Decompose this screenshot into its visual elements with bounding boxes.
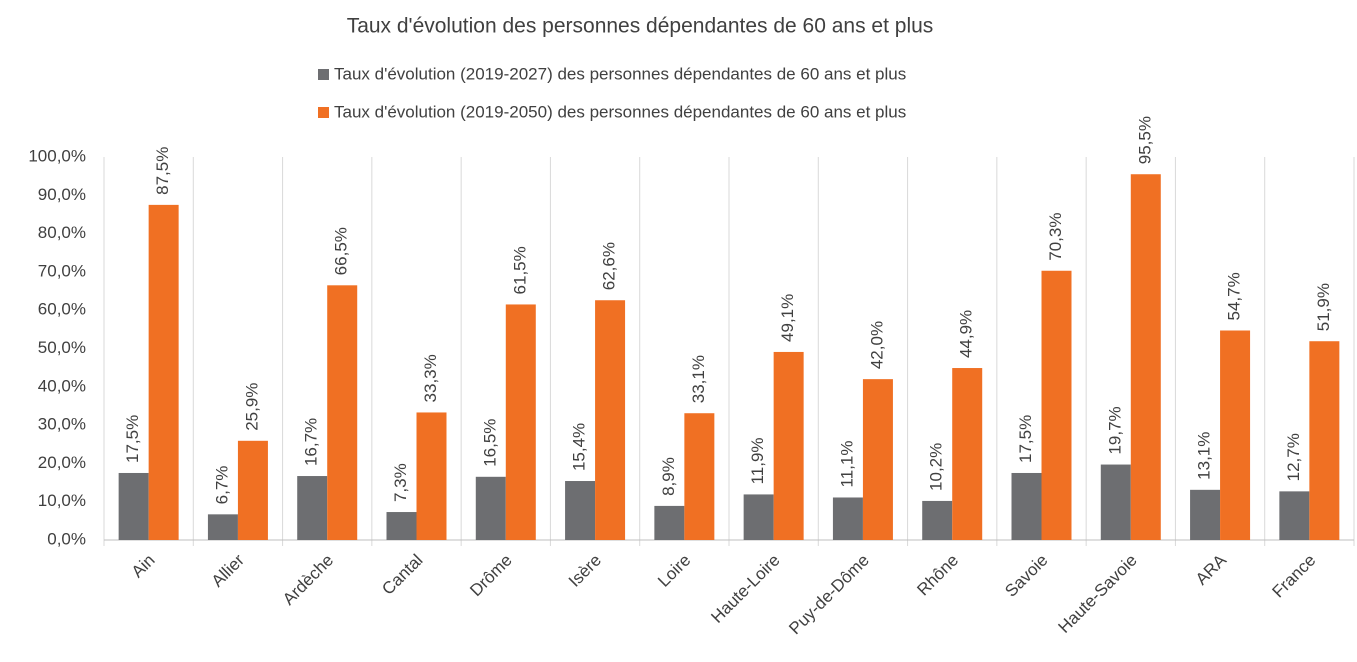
value-label: 11,9%	[748, 437, 767, 484]
bar	[327, 285, 358, 540]
bar	[922, 500, 953, 540]
bar	[207, 514, 238, 540]
value-label: 62,6%	[600, 242, 619, 290]
y-tick-label: 40,0%	[38, 376, 86, 395]
value-label: 61,5%	[510, 246, 529, 294]
legend-label: Taux d'évolution (2019-2027) des personn…	[334, 64, 906, 83]
y-tick-label: 60,0%	[38, 300, 86, 319]
value-label: 66,5%	[332, 227, 351, 275]
bar	[237, 440, 268, 540]
x-tick-label: Haute-Loire	[707, 551, 783, 627]
value-label: 25,9%	[242, 383, 261, 431]
value-label: 8,9%	[659, 457, 678, 496]
value-label: 12,7%	[1284, 433, 1303, 481]
bar	[654, 505, 685, 540]
bar	[952, 368, 983, 540]
value-label: 19,7%	[1105, 406, 1124, 454]
value-label: 6,7%	[212, 466, 231, 505]
y-tick-label: 90,0%	[38, 185, 86, 204]
x-tick-label: Puy-de-Dôme	[785, 551, 873, 639]
x-tick-label: Haute-Savoie	[1055, 551, 1141, 637]
value-label: 13,1%	[1195, 432, 1214, 480]
x-tick-label: Isère	[565, 551, 605, 591]
x-tick-label: Savoie	[1001, 551, 1051, 601]
value-label: 49,1%	[778, 294, 797, 342]
y-tick-label: 0,0%	[47, 529, 86, 548]
value-label: 17,5%	[1016, 415, 1035, 463]
value-label: 44,9%	[957, 310, 976, 358]
bar	[475, 476, 506, 540]
value-label: 17,5%	[123, 415, 142, 463]
value-label: 51,9%	[1314, 283, 1333, 331]
legend-swatch	[318, 69, 329, 80]
y-tick-label: 20,0%	[38, 453, 86, 472]
value-label: 16,7%	[302, 418, 321, 466]
x-tick-label: France	[1269, 551, 1320, 602]
x-tick-label: Rhône	[913, 551, 962, 600]
y-tick-label: 50,0%	[38, 338, 86, 357]
bar	[1011, 472, 1042, 540]
y-tick-label: 100,0%	[28, 146, 86, 165]
value-label: 33,1%	[689, 355, 708, 403]
bar	[1220, 330, 1251, 540]
bar	[1130, 174, 1161, 541]
bar	[862, 379, 893, 540]
y-tick-label: 30,0%	[38, 415, 86, 434]
y-tick-label: 70,0%	[38, 261, 86, 280]
x-tick-label: Allier	[208, 550, 248, 590]
value-label: 16,5%	[480, 419, 499, 467]
y-tick-label: 10,0%	[38, 491, 86, 510]
x-tick-label: Drôme	[466, 551, 516, 601]
bar	[595, 300, 626, 540]
bar	[832, 497, 863, 540]
bar	[1279, 491, 1310, 540]
value-label: 10,2%	[927, 443, 946, 491]
bar	[1041, 270, 1072, 540]
bar	[773, 351, 804, 540]
bar	[297, 476, 328, 540]
bar	[565, 481, 596, 540]
value-label: 54,7%	[1225, 272, 1244, 320]
value-label: 33,3%	[421, 354, 440, 402]
chart-title: Taux d'évolution des personnes dépendant…	[347, 15, 934, 38]
bar	[1309, 341, 1340, 540]
bar	[505, 304, 536, 540]
bar	[684, 413, 715, 540]
bar	[386, 512, 417, 540]
bar	[416, 412, 447, 540]
value-label: 42,0%	[867, 321, 886, 369]
bar	[118, 472, 149, 540]
legend-label: Taux d'évolution (2019-2050) des personn…	[334, 102, 906, 121]
value-label: 70,3%	[1046, 213, 1065, 261]
value-label: 7,3%	[391, 463, 410, 502]
legend-swatch	[318, 107, 329, 118]
y-tick-label: 80,0%	[38, 223, 86, 242]
value-label: 87,5%	[153, 147, 172, 195]
value-label: 95,5%	[1135, 116, 1154, 164]
x-tick-label: ARA	[1192, 550, 1231, 589]
value-label: 15,4%	[570, 423, 589, 471]
bar	[1100, 464, 1131, 540]
bar	[743, 494, 774, 540]
x-tick-label: Ardèche	[279, 551, 337, 609]
bar	[1190, 489, 1221, 540]
bar	[148, 204, 179, 540]
x-tick-label: Ain	[128, 551, 159, 582]
value-label: 11,1%	[837, 441, 856, 488]
x-tick-label: Loire	[654, 551, 694, 591]
x-tick-label: Cantal	[378, 551, 426, 599]
